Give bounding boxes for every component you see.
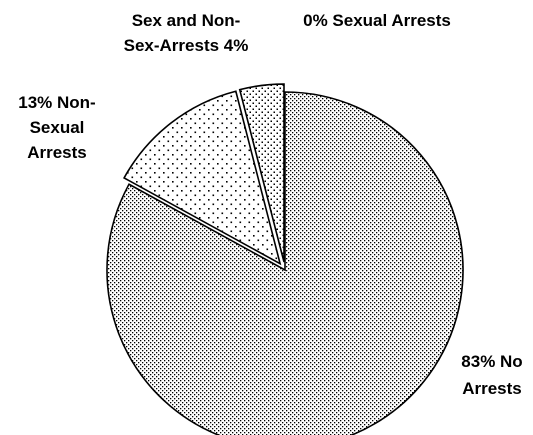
pie-slice-non-sexual-arrests — [123, 90, 282, 266]
pie-slice-no-arrests — [106, 91, 464, 435]
pie-slices — [106, 83, 464, 435]
pie-label-sex-and-non-sex-arrests: Sex and Non-Sex-Arrests 4% — [124, 11, 249, 55]
pie-label-no-arrests: 83% No Arrests — [461, 352, 522, 398]
pie-label-non-sexual-arrests: 13% Non-Sexual Arrests — [18, 93, 95, 162]
pie-slice-sex-and-non-sex-arrests — [238, 83, 285, 263]
pie-label-sexual-arrests: 0% Sexual Arrests — [303, 11, 451, 30]
pie-labels: 83% No Arrests 13% Non-Sexual Arrests Sex an… — [18, 11, 522, 398]
